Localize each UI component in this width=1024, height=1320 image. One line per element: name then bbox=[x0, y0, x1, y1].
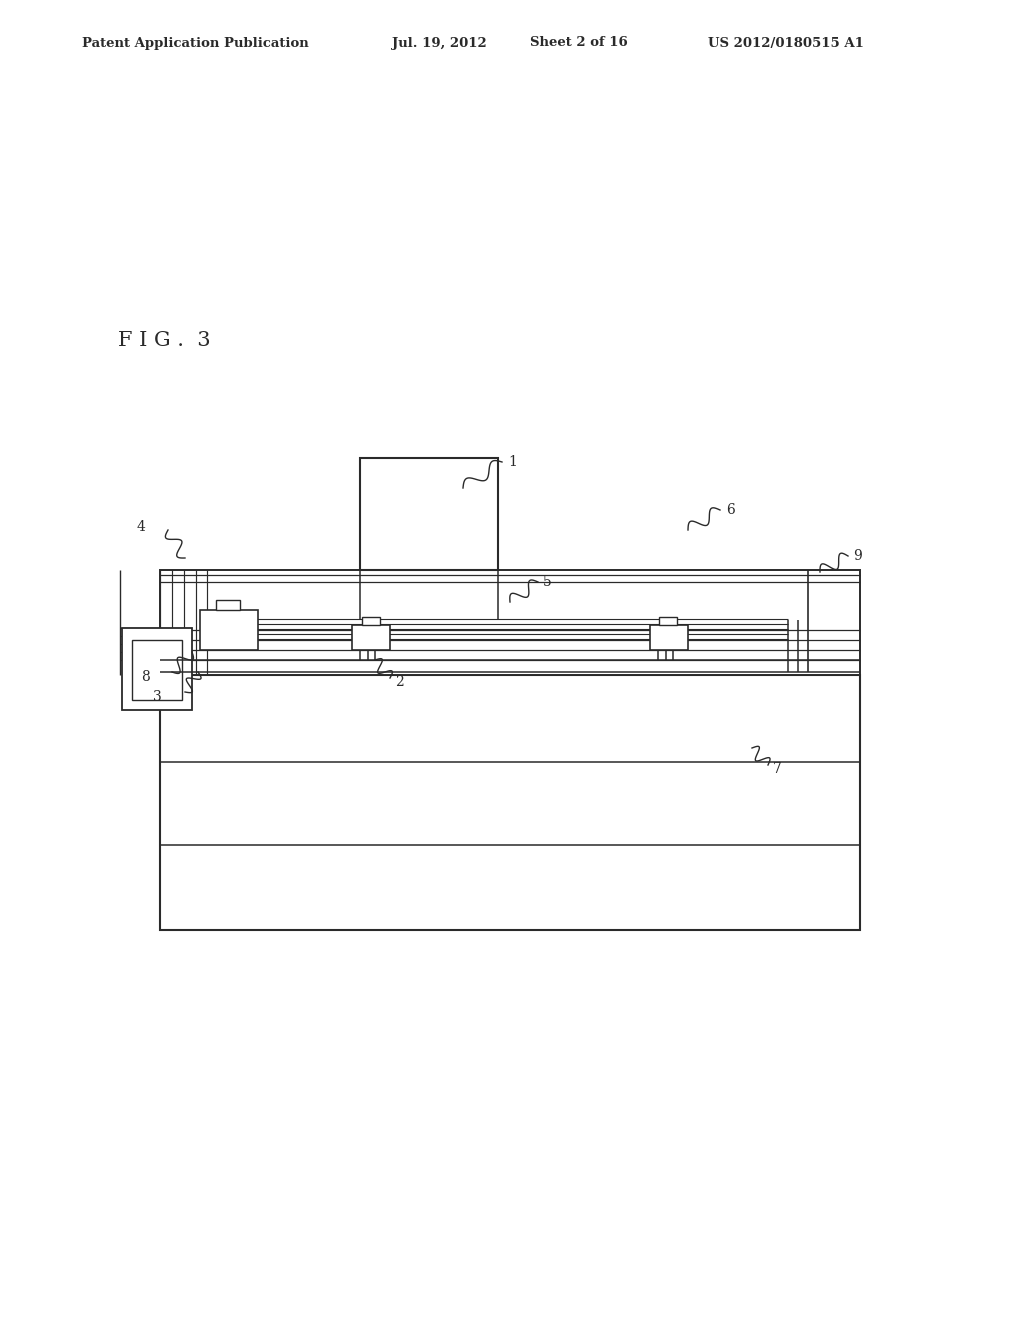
Text: 5: 5 bbox=[543, 576, 552, 589]
Bar bbox=[200, 610, 258, 649]
Text: 8: 8 bbox=[141, 671, 150, 684]
Text: 4: 4 bbox=[136, 520, 145, 535]
Bar bbox=[160, 570, 860, 675]
Text: 1: 1 bbox=[508, 455, 517, 469]
Text: US 2012/0180515 A1: US 2012/0180515 A1 bbox=[708, 37, 864, 49]
Text: 3: 3 bbox=[154, 690, 162, 704]
Bar bbox=[216, 601, 240, 610]
Text: Patent Application Publication: Patent Application Publication bbox=[82, 37, 309, 49]
Text: 2: 2 bbox=[395, 675, 403, 689]
Bar bbox=[360, 458, 498, 570]
Text: 9: 9 bbox=[853, 549, 862, 564]
Text: Sheet 2 of 16: Sheet 2 of 16 bbox=[530, 37, 628, 49]
Bar bbox=[659, 616, 677, 624]
Text: Jul. 19, 2012: Jul. 19, 2012 bbox=[392, 37, 486, 49]
Text: F I G .  3: F I G . 3 bbox=[118, 330, 211, 350]
Text: 7: 7 bbox=[773, 762, 782, 776]
Bar bbox=[122, 628, 193, 710]
Bar bbox=[362, 616, 380, 624]
Bar bbox=[160, 675, 860, 931]
Bar bbox=[132, 640, 182, 700]
Bar bbox=[352, 624, 390, 649]
Text: 6: 6 bbox=[726, 503, 735, 517]
Bar bbox=[650, 624, 688, 649]
